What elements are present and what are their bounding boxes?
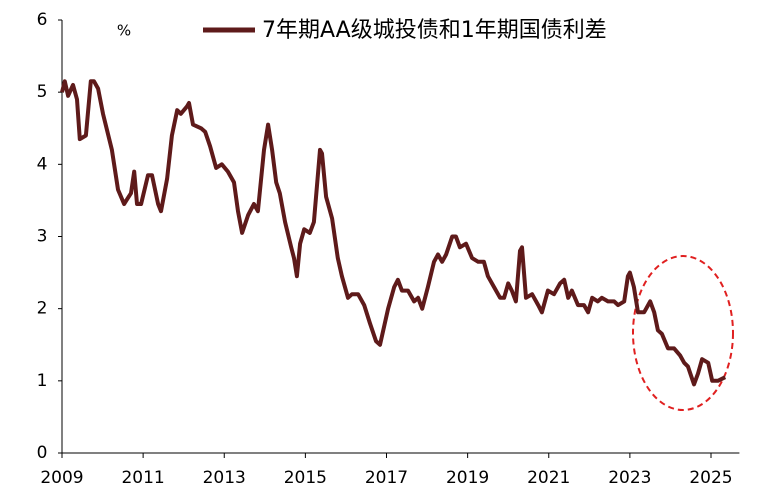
x-tick-label: 2017 <box>365 468 408 488</box>
y-tick-label: 5 <box>37 82 48 102</box>
y-unit-label: % <box>117 22 131 40</box>
x-tick-label: 2015 <box>284 468 327 488</box>
x-tick-label: 2019 <box>446 468 489 488</box>
x-tick-label: 2009 <box>40 468 83 488</box>
y-tick-label: 4 <box>37 154 48 174</box>
y-tick-label: 3 <box>37 227 48 247</box>
x-tick-label: 2013 <box>203 468 246 488</box>
y-tick-label: 6 <box>37 10 48 30</box>
y-tick-label: 1 <box>37 371 48 391</box>
data-line <box>60 79 727 387</box>
x-tick-label: 2011 <box>121 468 164 488</box>
x-tick-label: 2023 <box>608 468 651 488</box>
x-tick-label: 2025 <box>689 468 732 488</box>
highlight-ellipse <box>632 255 734 411</box>
legend-label: 7年期AA级城投债和1年期国债利差 <box>262 18 607 43</box>
x-tick-label: 2021 <box>527 468 570 488</box>
y-tick-label: 2 <box>37 299 48 319</box>
y-tick-label: 0 <box>37 443 48 463</box>
